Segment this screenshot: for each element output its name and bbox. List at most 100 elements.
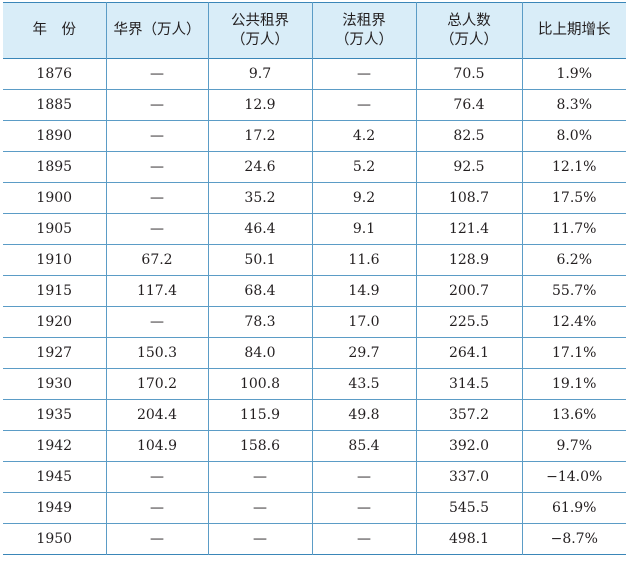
cell-chinese-district: — <box>105 151 208 183</box>
cell-international-settlement: 46.4 <box>207 213 312 245</box>
table-row: 1895 —24.6 5.2 92.5 12.1% <box>3 151 626 183</box>
table-row: 1927 150.3 84.0 29.7 264.1 17.1% <box>3 337 626 369</box>
cell-year: 1935 <box>36 407 73 423</box>
table-row: 1905 —46.4 9.1 121.4 11.7% <box>3 213 626 245</box>
cell-international-settlement: 12.9 <box>207 89 312 121</box>
cell-total-population: 108.7 <box>415 182 522 214</box>
cell-french-concession: — <box>311 523 416 555</box>
table-row: 1935 204.4 115.9 49.8 357.2 13.6% <box>3 399 626 431</box>
table-row: 1945— — —337.0 −14.0% <box>3 461 626 493</box>
cell-total-population: 545.5 <box>415 492 522 524</box>
cell-total-population: 76.4 <box>415 89 522 121</box>
header-international-settlement: 公共租界 （万人） <box>207 2 312 59</box>
cell-international-settlement: 24.6 <box>207 151 312 183</box>
cell-chinese-district: — <box>105 120 208 152</box>
cell-year: 1927 <box>36 345 73 361</box>
table-row: 1885—12.9—76.4 8.3% <box>3 89 626 121</box>
cell-year: 1945 <box>36 469 73 485</box>
cell-international-settlement: — <box>207 492 312 524</box>
cell-growth-rate: 19.1% <box>521 368 626 400</box>
cell-growth-rate: 8.0% <box>521 120 626 152</box>
cell-chinese-district: — <box>105 461 208 493</box>
cell-year: 1930 <box>36 376 73 392</box>
cell-growth-rate: 1.9% <box>521 58 626 90</box>
cell-growth-rate: 61.9% <box>521 492 626 524</box>
cell-growth-rate: 12.4% <box>521 306 626 338</box>
table-row: 1910 67.2 50.1 11.6 128.9 6.2% <box>3 244 626 276</box>
cell-total-population: 128.9 <box>415 244 522 276</box>
cell-french-concession: 43.5 <box>311 368 416 400</box>
table-row: 1930 170.2 100.8 43.5 314.5 19.1% <box>3 368 626 400</box>
cell-total-population: 314.5 <box>415 368 522 400</box>
cell-french-concession: 17.0 <box>311 306 416 338</box>
table-row: 1890 —17.2 4.2 82.5 8.0% <box>3 120 626 152</box>
cell-chinese-district: 67.2 <box>105 244 208 276</box>
cell-growth-rate: 11.7% <box>521 213 626 245</box>
cell-chinese-district: — <box>105 89 208 121</box>
cell-international-settlement: 17.2 <box>207 120 312 152</box>
cell-growth-rate: 6.2% <box>521 244 626 276</box>
cell-total-population: 121.4 <box>415 213 522 245</box>
cell-international-settlement: 68.4 <box>207 275 312 307</box>
cell-french-concession: — <box>311 89 416 121</box>
cell-international-settlement: 84.0 <box>207 337 312 369</box>
table-body: 1876—9.7—70.5 1.9% 1885—12.9—76.4 8.3% 1890—… <box>3 58 626 555</box>
table-row: 1920 —78.3 17.0 225.5 12.4% <box>3 306 626 338</box>
cell-total-population: 82.5 <box>415 120 522 152</box>
cell-international-settlement: 50.1 <box>207 244 312 276</box>
cell-chinese-district: — <box>105 213 208 245</box>
cell-year: 1920 <box>36 314 73 330</box>
cell-chinese-district: — <box>105 492 208 524</box>
cell-total-population: 498.1 <box>415 523 522 555</box>
cell-chinese-district: — <box>105 182 208 214</box>
cell-french-concession: 49.8 <box>311 399 416 431</box>
cell-growth-rate: 9.7% <box>521 430 626 462</box>
cell-year: 1876 <box>36 66 73 82</box>
cell-chinese-district: — <box>105 306 208 338</box>
cell-french-concession: 29.7 <box>311 337 416 369</box>
cell-year: 1950 <box>36 531 73 547</box>
cell-total-population: 200.7 <box>415 275 522 307</box>
cell-growth-rate: 8.3% <box>521 89 626 121</box>
cell-international-settlement: — <box>207 523 312 555</box>
cell-total-population: 92.5 <box>415 151 522 183</box>
cell-year: 1905 <box>36 221 73 237</box>
cell-chinese-district: 117.4 <box>105 275 208 307</box>
header-year: 年 份 <box>32 22 77 38</box>
table-row: 1942 104.9 158.6 85.4 392.0 9.7% <box>3 430 626 462</box>
cell-year: 1890 <box>36 128 73 144</box>
cell-year: 1942 <box>36 438 73 454</box>
cell-french-concession: — <box>311 461 416 493</box>
cell-chinese-district: — <box>105 523 208 555</box>
cell-year: 1910 <box>36 252 73 268</box>
cell-international-settlement: 9.7 <box>207 58 312 90</box>
cell-total-population: 357.2 <box>415 399 522 431</box>
cell-french-concession: 85.4 <box>311 430 416 462</box>
cell-chinese-district: 150.3 <box>105 337 208 369</box>
cell-chinese-district: 104.9 <box>105 430 208 462</box>
cell-french-concession: 11.6 <box>311 244 416 276</box>
cell-year: 1900 <box>36 190 73 206</box>
cell-international-settlement: 35.2 <box>207 182 312 214</box>
header-row: 年 份 华界（万人） 公共租界 （万人） 法租界 （万人） 总人数 （万人） <box>3 2 626 59</box>
cell-french-concession: 4.2 <box>311 120 416 152</box>
cell-french-concession: 9.1 <box>311 213 416 245</box>
cell-french-concession: 5.2 <box>311 151 416 183</box>
cell-total-population: 225.5 <box>415 306 522 338</box>
population-table: 年 份 华界（万人） 公共租界 （万人） 法租界 （万人） 总人数 （万人） <box>3 2 626 555</box>
cell-total-population: 337.0 <box>415 461 522 493</box>
cell-year: 1915 <box>36 283 73 299</box>
cell-chinese-district: 204.4 <box>105 399 208 431</box>
cell-year: 1895 <box>36 159 73 175</box>
table-row: 1949— — —545.5 61.9% <box>3 492 626 524</box>
cell-growth-rate: −8.7% <box>521 523 626 555</box>
cell-growth-rate: 17.1% <box>521 337 626 369</box>
header-chinese-district: 华界（万人） <box>105 2 208 59</box>
cell-french-concession: 9.2 <box>311 182 416 214</box>
cell-french-concession: 14.9 <box>311 275 416 307</box>
table-header: 年 份 华界（万人） 公共租界 （万人） 法租界 （万人） 总人数 （万人） <box>3 2 626 59</box>
cell-total-population: 264.1 <box>415 337 522 369</box>
cell-growth-rate: 55.7% <box>521 275 626 307</box>
cell-international-settlement: 115.9 <box>207 399 312 431</box>
cell-growth-rate: 13.6% <box>521 399 626 431</box>
